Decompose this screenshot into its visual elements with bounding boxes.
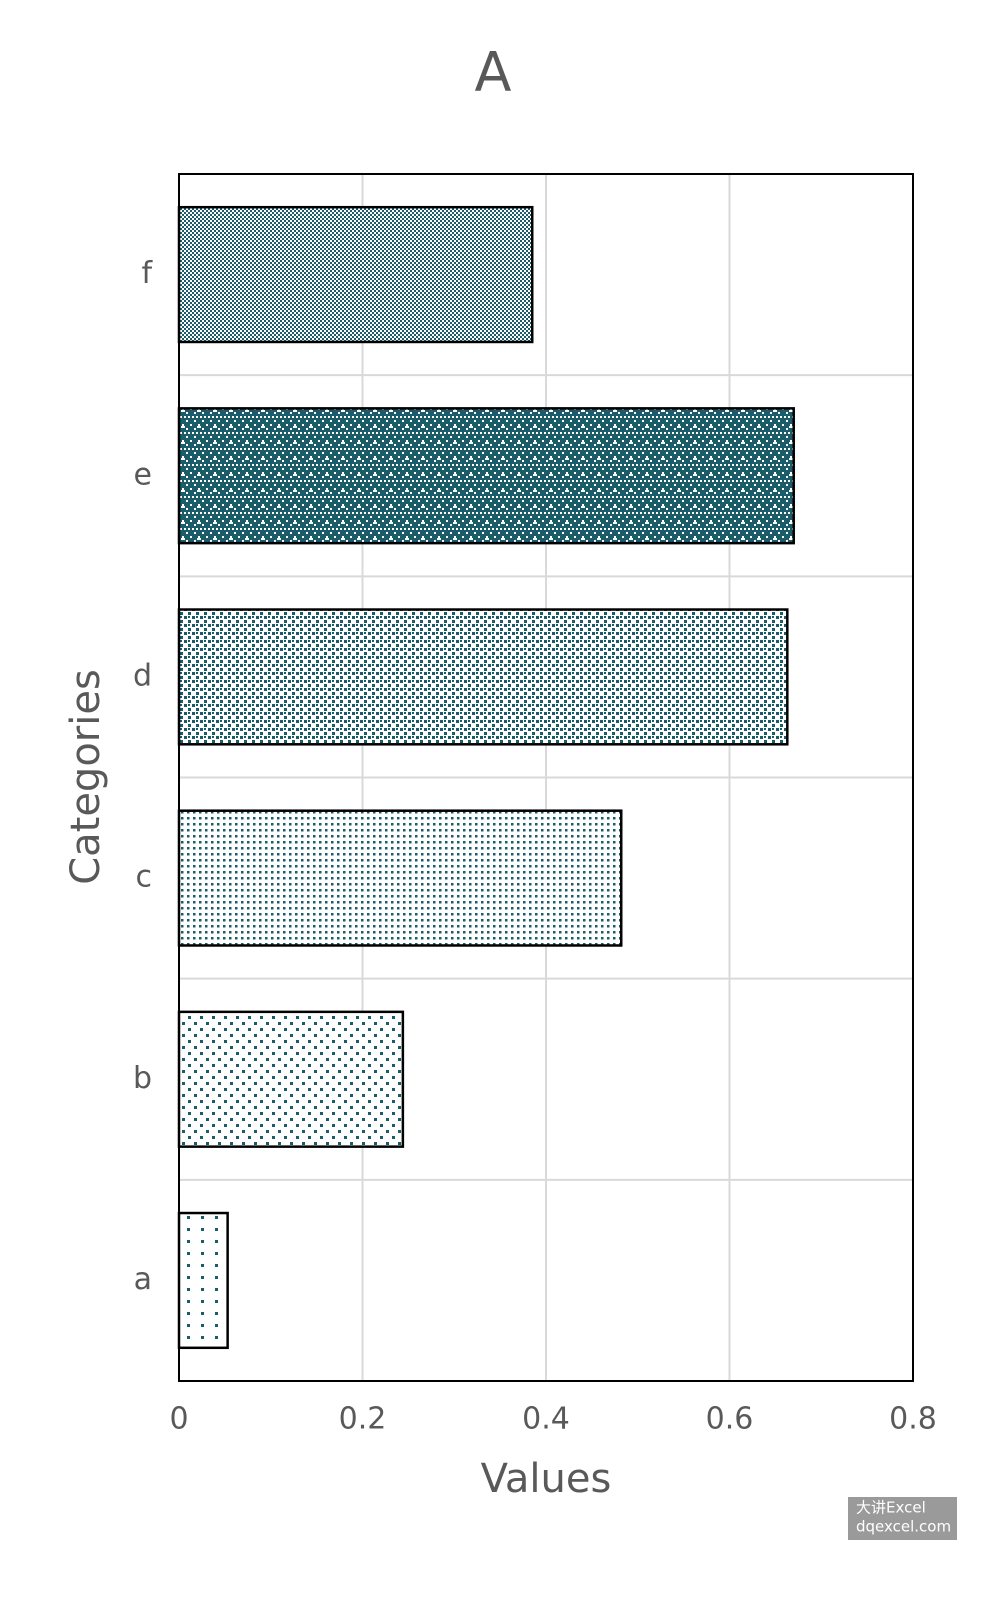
- bar: [177, 608, 789, 746]
- watermark: dqexcel.com: [856, 1518, 951, 1536]
- y-tick-label: e: [134, 457, 152, 492]
- bar: [177, 1211, 229, 1350]
- x-tick-label: 0.8: [889, 1402, 937, 1437]
- x-tick-label: 0.4: [522, 1402, 570, 1437]
- chart-title: A: [475, 41, 512, 104]
- x-tick-label: 0.6: [706, 1402, 754, 1437]
- y-tick-label: b: [133, 1061, 152, 1096]
- bar: [177, 809, 623, 947]
- x-tick-label: 0.2: [339, 1402, 387, 1437]
- bars: [177, 205, 795, 1350]
- y-tick-label: a: [134, 1262, 152, 1297]
- y-axis-label: Categories: [63, 669, 109, 885]
- y-tick-label: f: [141, 256, 153, 291]
- watermark-box: [848, 1497, 957, 1540]
- x-tick-label: 0: [169, 1402, 188, 1437]
- grid: [178, 174, 914, 1381]
- bar: [177, 1010, 405, 1148]
- bar: [177, 205, 534, 344]
- y-tick-label: c: [136, 860, 153, 895]
- watermark: 大讲Excel: [856, 1499, 926, 1517]
- bar: [177, 407, 795, 545]
- y-tick-label: d: [133, 658, 152, 693]
- plot-frame: [178, 173, 914, 1382]
- x-axis-label: Values: [481, 1456, 612, 1502]
